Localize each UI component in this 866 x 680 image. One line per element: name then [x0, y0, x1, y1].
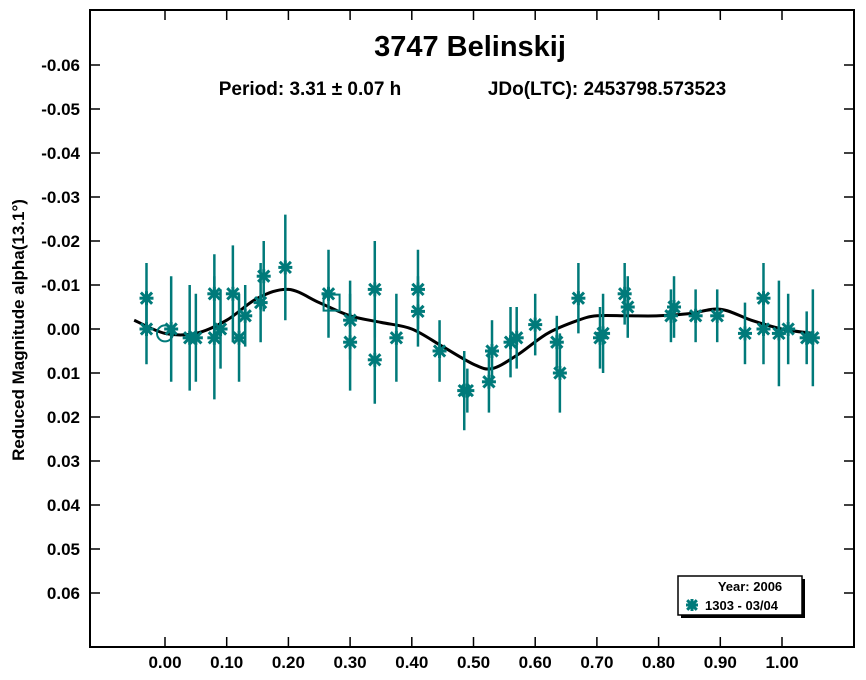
data-point: [343, 335, 358, 350]
legend-box: [677, 575, 803, 616]
data-point: [188, 330, 203, 345]
y-tick-label: -0.05: [41, 100, 80, 119]
data-point: [528, 317, 543, 332]
x-tick-label: 0.90: [704, 653, 737, 672]
x-tick-label: 0.00: [148, 653, 181, 672]
y-axis: -0.06 -0.05 -0.04 -0.03 -0.02 -0.01 0.00 0.01 0.…: [41, 56, 854, 603]
origin-circle-marker: [156, 324, 174, 343]
data-point: [367, 352, 382, 367]
x-tick-label: 1.00: [765, 653, 798, 672]
period-label: Period: 3.31 ± 0.07 h: [219, 79, 402, 100]
y-tick-label: -0.03: [41, 188, 80, 207]
data-point: [617, 286, 632, 301]
data-point: [571, 291, 586, 306]
data-point: [232, 330, 247, 345]
data-point: [596, 326, 611, 341]
data-point: [552, 366, 567, 380]
x-tick-label: 0.50: [457, 653, 490, 672]
y-tick-label: -0.02: [41, 232, 80, 251]
fit-curve: [133, 287, 814, 371]
y-tick-label: 0.00: [47, 320, 80, 339]
data-point: [688, 308, 703, 323]
legend: Year: 2006 1303 - 03/04: [677, 575, 805, 618]
y-tick-label: 0.04: [47, 496, 81, 515]
data-point: [737, 326, 752, 341]
data-points-layer: [139, 214, 820, 431]
x-tick-label: 0.70: [580, 653, 613, 672]
y-tick-label: 0.05: [47, 540, 80, 559]
y-tick-label: 0.06: [47, 584, 80, 603]
data-point: [367, 282, 382, 297]
data-point: [485, 344, 500, 358]
data-point: [549, 335, 564, 350]
data-point: [238, 308, 253, 323]
data-point: [805, 330, 820, 345]
legend-asterisk: [686, 599, 698, 611]
x-tick-label: 0.30: [334, 653, 367, 672]
data-point: [756, 322, 771, 336]
x-tick-label: 0.40: [395, 653, 428, 672]
x-tick-label: 0.80: [642, 653, 675, 672]
data-point: [620, 300, 635, 314]
fit-curve-layer: [133, 287, 814, 371]
data-point: [460, 383, 475, 398]
data-point: [781, 322, 796, 336]
data-point: [389, 330, 404, 345]
data-point: [481, 374, 496, 389]
x-tick-label: 0.20: [272, 653, 305, 672]
data-point: [410, 304, 425, 319]
origin-square-marker: [322, 293, 341, 312]
data-point: [225, 286, 240, 301]
data-point: [253, 295, 268, 310]
legend-asterisk-icon: [686, 599, 698, 611]
epoch-label: JDo(LTC): 2453798.573523: [488, 79, 726, 100]
chart-title: 3747 Belinskij: [374, 31, 566, 63]
legend-title: Year: 2006: [718, 579, 782, 594]
y-tick-label: 0.03: [47, 452, 80, 471]
y-tick-label: -0.04: [41, 144, 80, 163]
y-tick-label: -0.01: [41, 276, 80, 295]
data-point: [432, 344, 447, 358]
y-axis-label: Reduced Magnitude alpha(13.1°): [9, 199, 28, 461]
legend-entry-label: 1303 - 03/04: [705, 598, 779, 613]
data-point: [278, 260, 293, 275]
origin-markers-layer: [156, 293, 341, 343]
y-tick-label: -0.06: [41, 56, 80, 75]
x-tick-label: 0.60: [519, 653, 552, 672]
data-point: [213, 322, 228, 336]
data-point: [139, 322, 154, 336]
data-point: [256, 269, 271, 284]
data-point: [667, 300, 682, 314]
data-point: [509, 330, 524, 345]
data-point: [710, 308, 725, 323]
x-axis: 0.00 0.10 0.20 0.30 0.40 0.50 0.60 0.70 0.80 0.90…: [148, 10, 799, 672]
y-tick-label: 0.02: [47, 408, 80, 427]
x-tick-label: 0.10: [210, 653, 243, 672]
y-tick-label: 0.01: [47, 364, 80, 383]
